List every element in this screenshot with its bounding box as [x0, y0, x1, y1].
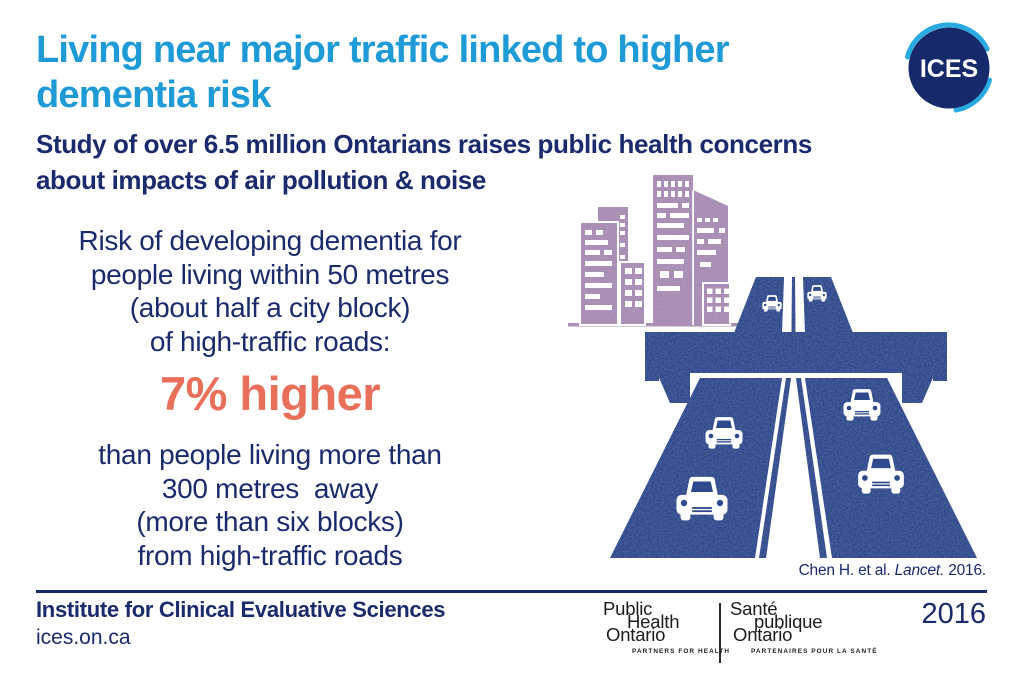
- upper-road-centerline: [791, 277, 796, 333]
- highway-median-line-right: [796, 378, 827, 558]
- page-title: Living near major traffic linked to high…: [36, 28, 896, 118]
- page-subtitle: Study of over 6.5 million Ontarians rais…: [36, 126, 936, 198]
- pho-fr-line1: Santé: [730, 598, 778, 619]
- bridge-pier-right: [902, 373, 935, 403]
- logo-circle-icon: [908, 27, 990, 109]
- stat-intro: Risk of developing dementia for people l…: [14, 224, 526, 358]
- bridge-tab-right: [933, 373, 947, 381]
- stat-comparison-line4: from high-traffic roads: [137, 539, 403, 571]
- traffic-illustration: .f-road{fill:var(--c-road,#2E4A8C);} .f-…: [568, 175, 977, 558]
- stat-comparison-line3: (more than six blocks): [136, 506, 404, 537]
- pho-logo-english: Public Health Ontario PARTNERS FOR HEALT…: [603, 598, 731, 655]
- citation-prefix: Chen H. et al.: [798, 562, 895, 579]
- pho-en-line1: Public: [603, 598, 653, 619]
- logo-text: ICES: [920, 55, 978, 83]
- pho-fr-line2: publique: [754, 610, 823, 632]
- stat-comparison: than people living more than 300 metres …: [14, 438, 526, 572]
- ices-logo: ICES: [905, 22, 992, 113]
- pho-logo-divider: [719, 603, 721, 663]
- stat-comparison-line1: than people living more than: [98, 439, 442, 470]
- stat-intro-line2: people living within 50 metres: [90, 258, 450, 290]
- bridge-tab-left: [645, 373, 659, 381]
- pho-fr-line3: Ontario: [733, 623, 793, 645]
- bridge-pier-left: [657, 373, 690, 403]
- footer-divider: [36, 590, 987, 593]
- pho-en-line3: Ontario: [606, 623, 666, 645]
- stat-intro-line4: of high-traffic roads:: [149, 325, 391, 357]
- org-name: Institute for Clinical Evaluative Scienc…: [36, 597, 446, 622]
- citation: Chen H. et al. Lancet. 2016.: [798, 562, 987, 580]
- pho-en-line2: Health: [627, 610, 680, 632]
- page-title-line1: Living near major traffic linked to high…: [36, 29, 730, 71]
- page-title-line2: dementia risk: [36, 74, 271, 116]
- highway-median-line-left: [759, 378, 791, 558]
- stat-intro-line3: (about half a city block): [129, 292, 411, 323]
- pho-en-tagline: PARTNERS FOR HEALTH: [632, 647, 731, 655]
- page-subtitle-line1: Study of over 6.5 million Ontarians rais…: [36, 129, 812, 159]
- building-windows: [579, 181, 731, 326]
- year-label: 2016: [921, 598, 986, 630]
- stat-intro-line1: Risk of developing dementia for: [78, 225, 462, 256]
- stat-highlight: 7% higher: [159, 367, 381, 420]
- citation-journal: Lancet.: [894, 562, 945, 579]
- pho-logo-french: Santé publique Ontario PARTENAIRES POUR …: [730, 598, 878, 655]
- logo-swoosh-bottom-icon: [953, 77, 992, 113]
- upper-road-left-lane: [734, 277, 784, 333]
- upper-road-right-lane: [803, 277, 853, 333]
- page-subtitle-line2: about impacts of air pollution & noise: [36, 165, 486, 195]
- logo-swoosh-top-icon: [905, 22, 990, 60]
- stat-comparison-line2: 300 metres away: [161, 472, 379, 504]
- org-website: ices.on.ca: [36, 626, 131, 649]
- citation-suffix: 2016.: [944, 562, 986, 579]
- ground-line: [568, 323, 748, 327]
- overpass-bridge: [645, 332, 947, 373]
- highway-left-roadway: [610, 378, 782, 558]
- pho-fr-tagline: PARTENAIRES POUR LA SANTÉ: [751, 647, 878, 655]
